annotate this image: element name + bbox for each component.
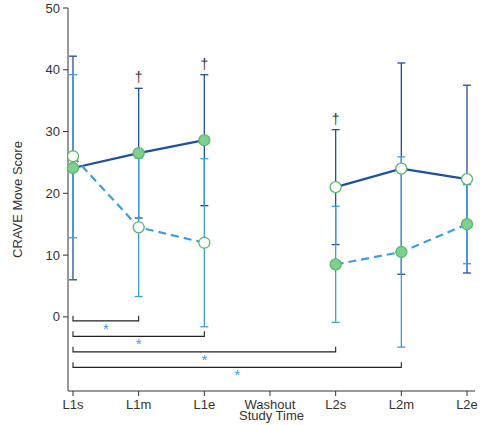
y-tick <box>63 316 68 317</box>
x-tick-label: L2m <box>389 397 414 412</box>
series-line <box>73 140 204 168</box>
data-point <box>199 135 210 146</box>
chart: 01020304050L1sL1mL1eWashoutL2sL2mL2eStud… <box>0 0 500 425</box>
error-cap <box>69 74 77 75</box>
y-axis-title: CRAVE Move Score <box>10 141 25 258</box>
y-tick <box>63 8 68 9</box>
x-tick <box>467 391 468 396</box>
x-axis-line <box>68 391 475 392</box>
error-cap <box>135 88 143 89</box>
x-axis-title: Study Time <box>239 408 304 423</box>
data-point <box>396 163 407 174</box>
error-cap <box>332 129 340 130</box>
y-tick <box>63 69 68 70</box>
error-cap <box>332 322 340 323</box>
y-tick <box>63 255 68 256</box>
annotation: † <box>200 56 208 72</box>
y-tick <box>63 131 68 132</box>
y-tick-label: 0 <box>53 309 60 324</box>
x-tick <box>204 391 205 396</box>
y-tick-label: 50 <box>46 1 60 16</box>
y-tick-label: 20 <box>46 186 60 201</box>
significance-label: * <box>103 320 109 337</box>
data-point <box>68 162 79 173</box>
y-tick-label: 10 <box>46 248 60 263</box>
error-cap <box>332 206 340 207</box>
series-line <box>73 156 204 242</box>
error-cap <box>463 263 471 264</box>
error-cap <box>135 296 143 297</box>
error-cap <box>397 62 405 63</box>
series-line <box>336 224 467 264</box>
plot-marks <box>68 56 473 347</box>
error-cap <box>463 85 471 86</box>
significance-label: * <box>201 351 207 368</box>
annotation: † <box>332 111 340 127</box>
data-point <box>133 148 144 159</box>
x-tick-label: L2s <box>325 397 346 412</box>
x-tick-label: L1m <box>126 397 151 412</box>
data-point <box>199 237 210 248</box>
x-tick-label: L1s <box>63 397 84 412</box>
y-axis-line <box>68 8 69 391</box>
y-tick-label: 40 <box>46 62 60 77</box>
error-cap <box>69 237 77 238</box>
significance-label: * <box>136 335 142 352</box>
error-cap <box>200 326 208 327</box>
data-point <box>462 219 473 230</box>
x-tick <box>335 391 336 396</box>
x-tick-label: L1e <box>193 397 215 412</box>
error-cap <box>200 74 208 75</box>
error-cap <box>69 56 77 57</box>
x-tick-label: L2e <box>456 397 478 412</box>
error-cap <box>463 272 471 273</box>
error-cap <box>397 156 405 157</box>
data-point <box>330 259 341 270</box>
y-tick <box>63 193 68 194</box>
x-tick <box>270 391 271 396</box>
data-point <box>68 151 79 162</box>
x-tick <box>138 391 139 396</box>
y-tick-label: 30 <box>46 124 60 139</box>
error-cap <box>69 279 77 280</box>
annotation: † <box>135 69 143 85</box>
data-point <box>133 222 144 233</box>
x-tick <box>401 391 402 396</box>
significance-label: * <box>234 366 240 383</box>
data-point <box>330 182 341 193</box>
error-cap <box>397 346 405 347</box>
data-point <box>396 247 407 258</box>
x-tick <box>73 391 74 396</box>
data-point <box>462 174 473 185</box>
error-cap <box>200 158 208 159</box>
